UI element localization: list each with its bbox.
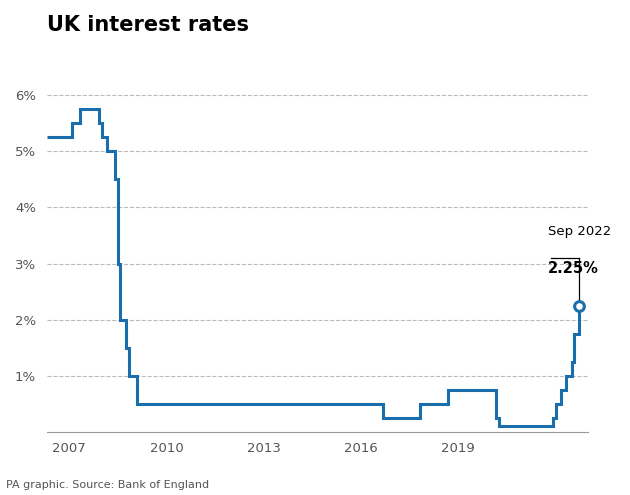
Text: Sep 2022: Sep 2022 [548, 225, 611, 238]
Text: 2.25%: 2.25% [548, 261, 598, 276]
Text: PA graphic. Source: Bank of England: PA graphic. Source: Bank of England [6, 480, 209, 490]
Text: UK interest rates: UK interest rates [47, 15, 249, 35]
